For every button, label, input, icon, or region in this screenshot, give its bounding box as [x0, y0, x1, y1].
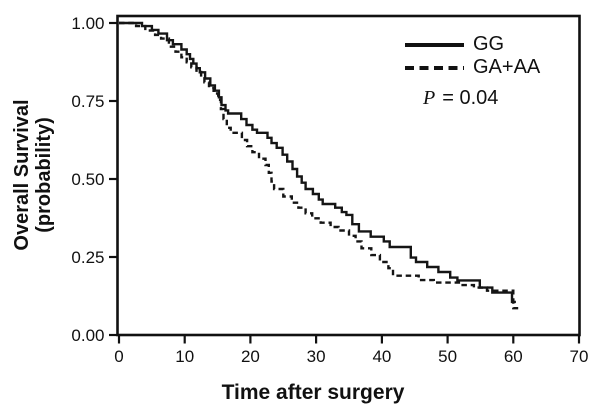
p-value-text: = 0.04	[442, 87, 499, 109]
legend-entry-ga-aa: GA+AA	[405, 56, 540, 79]
y-tick-label: 0.50	[71, 170, 104, 189]
x-tick-label: 10	[175, 347, 194, 366]
y-axis-title-line2: (probability)	[33, 117, 55, 233]
y-tick-label: 1.00	[71, 14, 104, 33]
x-tick-label: 70	[570, 347, 589, 366]
x-tick-label: 50	[438, 347, 457, 366]
x-axis-title: Time after surgery	[221, 381, 405, 404]
y-axis-title: Overall Survival (probability)	[11, 99, 55, 250]
y-tick-label: 0.25	[71, 248, 104, 267]
x-tick-label: 30	[307, 347, 326, 366]
x-tick-label: 0	[114, 347, 123, 366]
x-tick-label: 40	[372, 347, 391, 366]
y-tick-label: 0.75	[71, 92, 104, 111]
y-axis-title-line1: Overall Survival	[11, 99, 33, 251]
gg-legend-label: GG	[473, 33, 505, 55]
p-value-annotation: P = 0.04	[405, 87, 540, 110]
legend: GG GA+AA P = 0.04	[405, 33, 540, 110]
y-tick-label: 0.00	[71, 326, 104, 345]
gg-solid-line-sample	[405, 42, 464, 47]
x-tick-label: 20	[241, 347, 260, 366]
p-symbol: P	[423, 87, 436, 109]
plot-frame	[116, 14, 581, 337]
ga-aa-legend-label: GA+AA	[473, 56, 541, 78]
legend-entry-gg: GG	[405, 33, 540, 56]
ga-aa-survival-curve	[119, 21, 520, 310]
ga-aa-dashed-line-sample	[405, 65, 464, 70]
x-tick-label: 60	[504, 347, 523, 366]
gg-survival-curve	[119, 21, 516, 304]
